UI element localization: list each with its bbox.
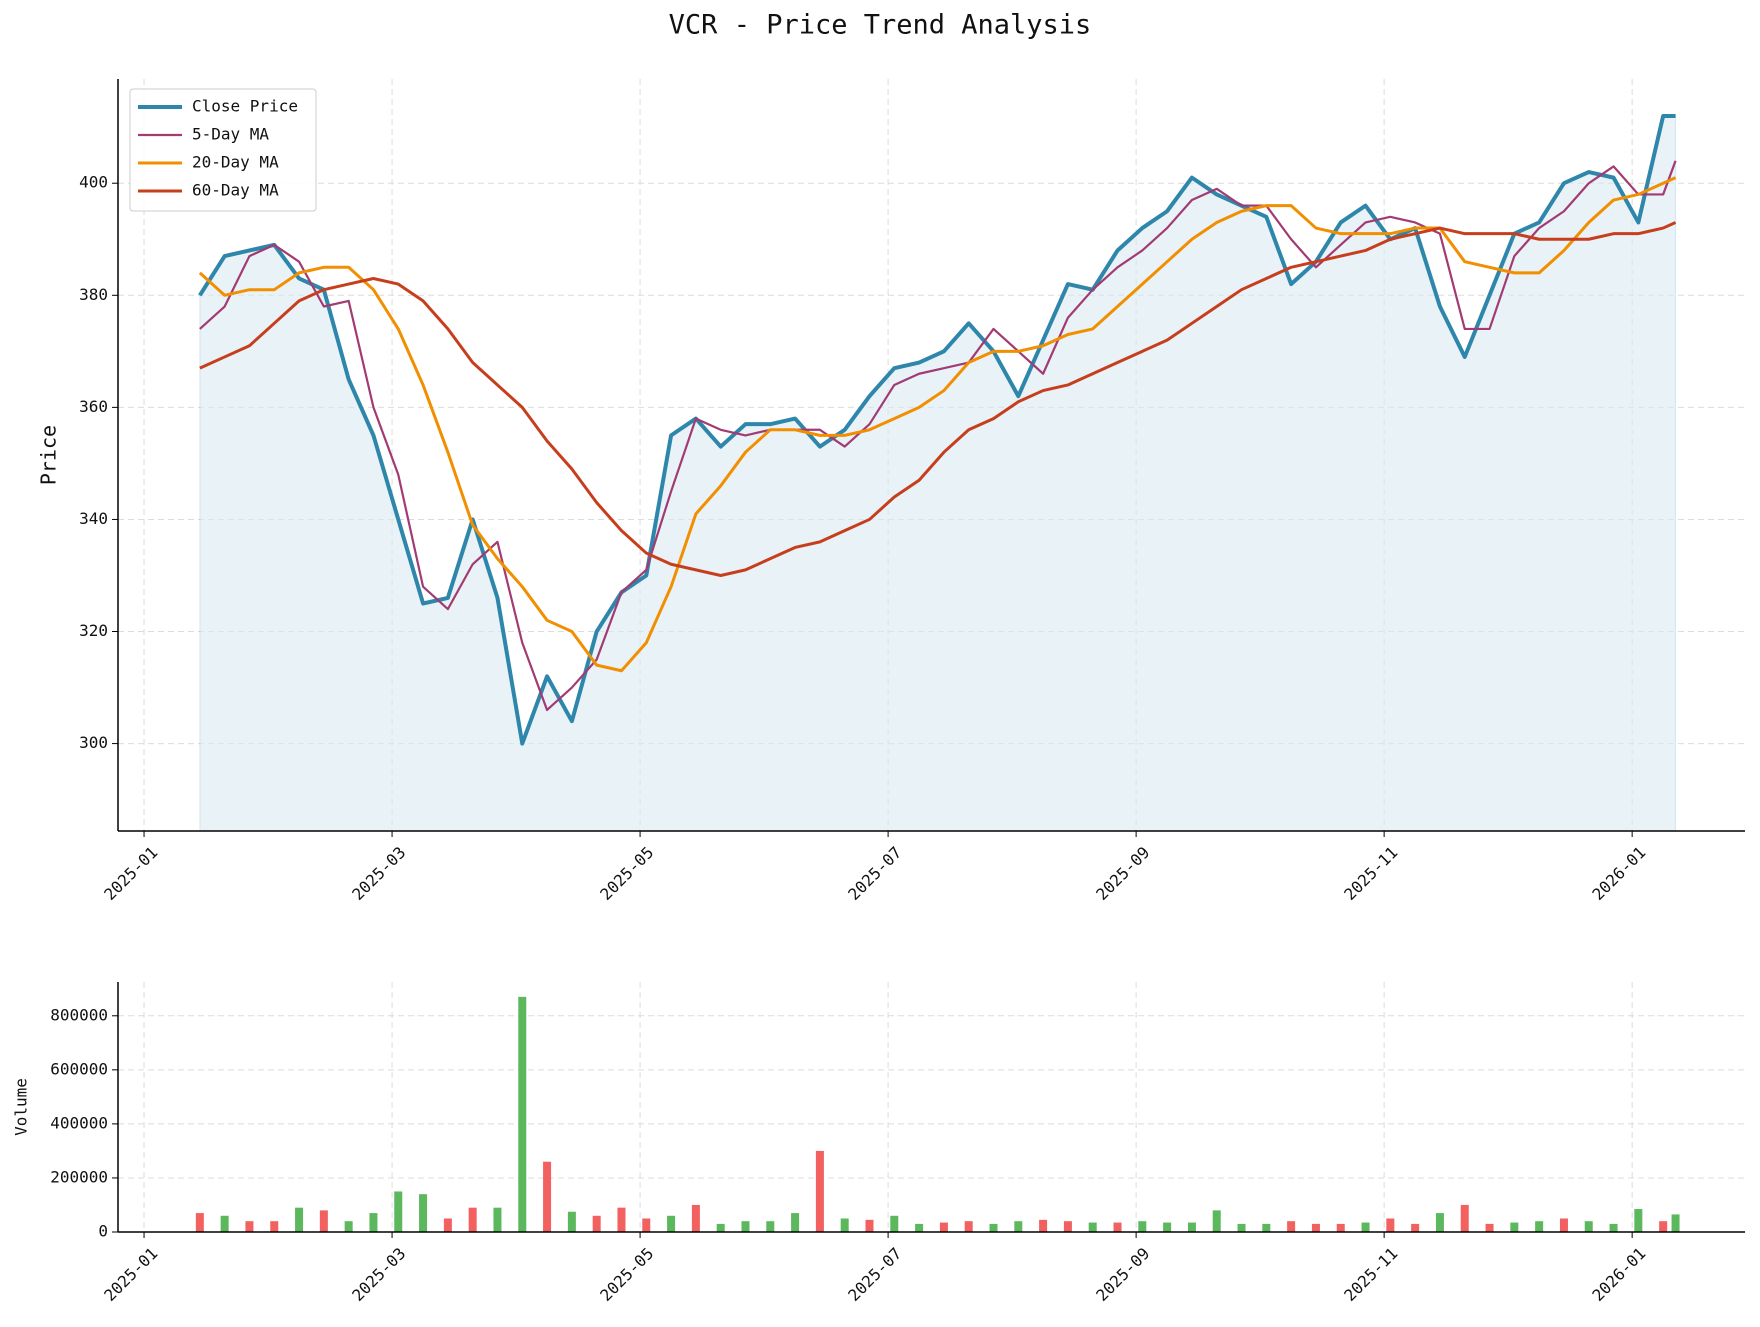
x-tick-label: 2025-05 [596,1244,657,1305]
volume-bar [741,1221,750,1232]
x-tick-label: 2025-11 [1340,1244,1401,1305]
legend-label: 5-Day MA [192,125,269,144]
volume-bar [220,1215,229,1232]
legend-box [129,88,317,212]
volume-bar [1336,1223,1345,1232]
series-line [199,160,1677,712]
x-tick-label: 2025-09 [1092,1244,1153,1305]
volume-bar [915,1223,924,1232]
x-tick-label: 2025-03 [348,843,409,904]
x-tick-label: 2026-01 [1588,1244,1649,1305]
volume-bar [468,1207,477,1232]
volume-bar [1386,1218,1395,1232]
volume-bar [840,1218,849,1232]
volume-bar [1559,1218,1568,1232]
y-tick-label: 300 [79,733,108,752]
volume-bar [567,1211,576,1232]
volume-bar [319,1210,328,1232]
volume-bar [791,1213,800,1232]
x-tick-label: 2025-01 [100,843,161,904]
y-axis-label: Volume [12,1078,31,1136]
volume-bar [691,1204,700,1232]
volume-bar [419,1194,428,1232]
volume-bar [394,1191,403,1232]
x-tick-label: 2025-11 [1340,843,1401,904]
volume-bar [270,1221,279,1232]
chart-title: VCR - Price Trend Analysis [669,10,1092,41]
volume-bar [1584,1221,1593,1232]
y-axis-label: Price [37,425,61,485]
volume-bar [1634,1209,1643,1232]
volume-bar [1138,1221,1147,1232]
volume-bar [1088,1222,1097,1232]
volume-bar [493,1207,502,1232]
volume-bar [1361,1222,1370,1232]
volume-bar [1262,1223,1271,1232]
volume-bar [295,1207,304,1232]
y-tick-label: 400000 [50,1113,108,1132]
volume-bar [1113,1222,1122,1232]
volume-bar [989,1223,998,1232]
volume-bar [1187,1222,1196,1232]
volume-bar [518,996,527,1232]
volume-bar [1163,1222,1172,1232]
legend-label: 20-Day MA [192,153,279,172]
volume-bar [369,1213,378,1232]
volume-bar [1212,1210,1221,1232]
volume-bar [716,1223,725,1232]
volume-bar [667,1215,676,1232]
volume-bar [1039,1219,1048,1232]
volume-bar [1659,1221,1668,1232]
y-tick-label: 320 [79,621,108,640]
legend-label: 60-Day MA [192,181,279,200]
volume-bar [1311,1223,1320,1232]
volume-bar [766,1221,775,1232]
y-tick-label: 200000 [50,1167,108,1186]
volume-bar [543,1161,552,1232]
y-tick-label: 0 [98,1222,108,1241]
volume-bar [1535,1221,1544,1232]
volume-bar [1063,1221,1072,1232]
x-tick-label: 2025-03 [348,1244,409,1305]
volume-bar [642,1218,651,1232]
x-tick-label: 2025-09 [1092,843,1153,904]
volume-bar [939,1222,948,1232]
x-tick-label: 2025-01 [100,1244,161,1305]
y-tick-label: 360 [79,397,108,416]
volume-bar [1237,1223,1246,1232]
series-line [198,113,1676,746]
volume-bar [1014,1221,1023,1232]
series-line [199,221,1677,577]
volume-bar [344,1221,353,1232]
volume-bar [1485,1223,1494,1232]
volume-bar [1510,1222,1519,1232]
volume-bar [1460,1204,1469,1232]
y-tick-label: 340 [79,509,108,528]
price-area [199,115,1677,832]
volume-bar [815,1150,824,1232]
y-tick-label: 380 [79,285,108,304]
volume-bar [890,1215,899,1232]
volume-bar [443,1218,452,1232]
legend-label: Close Price [192,97,298,116]
volume-bar [1609,1223,1618,1232]
y-tick-label: 800000 [50,1005,108,1024]
volume-bar [1411,1223,1420,1232]
x-tick-label: 2025-05 [596,843,657,904]
x-tick-label: 2026-01 [1588,843,1649,904]
volume-bar [617,1207,626,1232]
y-tick-label: 600000 [50,1059,108,1078]
volume-bar [865,1219,874,1232]
y-tick-label: 400 [79,173,108,192]
volume-bar [195,1213,204,1232]
x-tick-label: 2025-07 [844,1244,905,1305]
x-tick-label: 2025-07 [844,843,905,904]
volume-bar [1671,1214,1680,1232]
volume-bar [592,1215,601,1232]
volume-bar [964,1221,973,1232]
volume-bar [1435,1213,1444,1232]
volume-bar [1287,1221,1296,1232]
volume-bar [245,1221,254,1232]
